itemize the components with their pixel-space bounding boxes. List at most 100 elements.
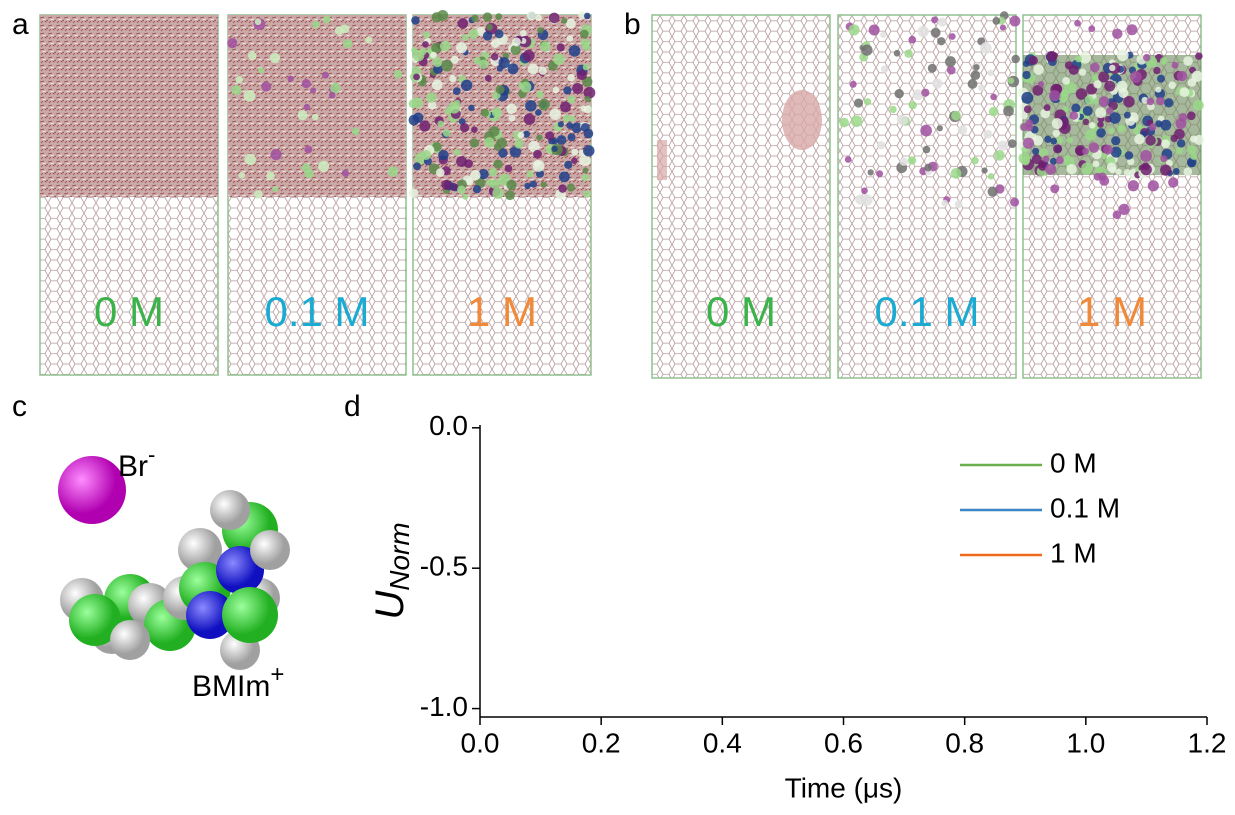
ion xyxy=(1134,133,1145,145)
ion-cluster xyxy=(657,140,667,180)
ion xyxy=(1193,134,1205,145)
ion xyxy=(261,81,272,92)
ion xyxy=(1145,135,1156,146)
ion xyxy=(1108,127,1115,135)
ion xyxy=(1011,54,1020,64)
ion xyxy=(562,114,571,123)
ion xyxy=(1168,177,1179,188)
ion xyxy=(1089,62,1100,73)
ion xyxy=(457,185,466,195)
ion xyxy=(551,137,558,145)
ion xyxy=(1052,129,1060,138)
ion xyxy=(936,125,943,132)
ion xyxy=(227,37,238,49)
ion xyxy=(1055,156,1064,165)
ion xyxy=(456,156,468,168)
ion xyxy=(994,149,1005,161)
ion xyxy=(560,101,571,113)
y-tick-label: 0.0 xyxy=(429,410,468,441)
ion xyxy=(1160,164,1172,176)
ion xyxy=(1049,157,1057,165)
ion xyxy=(351,127,360,136)
ion xyxy=(983,129,993,139)
ion xyxy=(529,180,538,188)
ion xyxy=(453,149,461,156)
ion xyxy=(1045,163,1057,175)
ion xyxy=(861,44,873,56)
ion xyxy=(427,101,437,110)
ion xyxy=(303,103,311,111)
ion xyxy=(1032,147,1040,155)
ion xyxy=(937,17,947,27)
ion xyxy=(318,160,330,172)
x-tick-label: 1.2 xyxy=(1188,727,1227,758)
ion xyxy=(551,145,558,152)
ion xyxy=(321,71,329,79)
ion xyxy=(565,18,576,29)
ion xyxy=(889,105,897,114)
ion xyxy=(1063,155,1070,162)
ion xyxy=(981,167,988,174)
ion-name: BMIm xyxy=(192,670,270,703)
ion xyxy=(1183,167,1193,177)
ion xyxy=(1179,87,1190,98)
ion xyxy=(863,98,872,106)
ion xyxy=(442,129,451,137)
ion xyxy=(310,87,317,94)
ion xyxy=(540,181,547,188)
ion xyxy=(491,53,499,61)
ion xyxy=(522,130,530,138)
ion xyxy=(1096,128,1106,138)
ion xyxy=(839,117,849,128)
ion xyxy=(1115,168,1122,175)
ion xyxy=(971,156,979,165)
ion xyxy=(990,93,997,101)
ion xyxy=(437,120,444,128)
ion xyxy=(1092,97,1100,105)
ion xyxy=(480,108,489,117)
ion xyxy=(583,105,592,114)
ion xyxy=(1093,172,1102,181)
ion xyxy=(297,110,308,121)
ion xyxy=(1123,111,1131,119)
ion xyxy=(488,126,500,137)
ion xyxy=(854,98,864,108)
ion xyxy=(1053,144,1063,154)
ion xyxy=(1044,135,1052,143)
ion xyxy=(495,85,505,95)
ion xyxy=(507,63,519,75)
ion xyxy=(567,95,576,104)
ion xyxy=(1081,162,1093,175)
y-tick-label: -1.0 xyxy=(420,691,468,722)
ion xyxy=(876,141,886,150)
ion xyxy=(568,45,581,57)
ion xyxy=(496,65,504,72)
ion-label: BMIm+ xyxy=(192,661,284,703)
ion xyxy=(438,149,449,161)
ion xyxy=(920,124,933,137)
ion xyxy=(511,37,521,47)
panel-label: d xyxy=(344,390,361,423)
ion xyxy=(1022,137,1035,149)
ion xyxy=(1123,95,1135,108)
ion xyxy=(932,78,943,89)
ion xyxy=(1092,160,1100,168)
ion xyxy=(545,131,555,141)
ion xyxy=(849,80,857,88)
ion xyxy=(510,44,521,55)
ion xyxy=(1124,151,1134,160)
ion xyxy=(1157,74,1165,83)
x-tick-label: 0.6 xyxy=(824,727,863,758)
ion xyxy=(1097,121,1104,128)
ion xyxy=(567,133,576,142)
ion xyxy=(1109,64,1116,72)
ion xyxy=(482,31,493,41)
ion xyxy=(1093,80,1102,89)
ion xyxy=(536,90,544,99)
ion xyxy=(431,12,443,23)
ion xyxy=(563,86,572,95)
ion xyxy=(1099,175,1110,186)
ion xyxy=(997,140,1009,151)
ion xyxy=(421,149,432,160)
